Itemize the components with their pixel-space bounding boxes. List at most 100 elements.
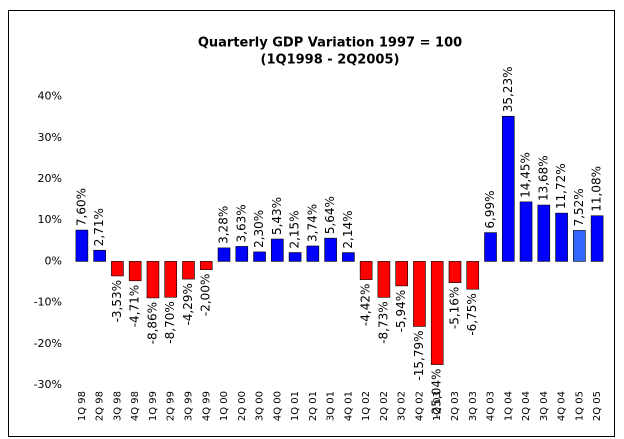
x-tick-label: 4Q 00	[272, 391, 283, 421]
x-tick-label: 1Q 00	[219, 391, 230, 421]
value-label: -25,04%	[430, 369, 444, 419]
bar	[288, 252, 302, 262]
x-tick-label: 2Q 02	[379, 391, 390, 421]
bar	[235, 246, 249, 262]
value-label: 3,28%	[217, 206, 231, 244]
x-tick-label: 2Q 03	[450, 391, 461, 421]
x-tick-label: 2Q 05	[592, 391, 603, 421]
value-label: 2,14%	[341, 210, 355, 248]
x-tick-label: 4Q 03	[486, 391, 497, 421]
value-label: 2,71%	[92, 208, 106, 246]
y-tick-label: -10%	[34, 296, 62, 309]
bar	[164, 261, 178, 298]
bar	[430, 261, 444, 365]
value-label: 6,99%	[483, 190, 497, 228]
bar	[182, 261, 195, 280]
x-tick-label: 3Q 01	[326, 391, 337, 421]
value-label: 5,43%	[270, 197, 284, 235]
y-tick-label: 0%	[45, 254, 62, 267]
value-label: 5,64%	[323, 196, 337, 234]
bar	[519, 201, 533, 262]
x-tick-label: 4Q 02	[414, 391, 425, 421]
value-label: 35,23%	[501, 66, 515, 112]
value-label: 14,45%	[519, 152, 533, 198]
bar	[448, 261, 462, 283]
x-tick-label: 4Q 98	[130, 391, 141, 421]
bar	[146, 261, 160, 299]
bar	[501, 115, 515, 262]
value-label: 11,72%	[554, 163, 568, 209]
x-tick-label: 4Q 04	[557, 391, 568, 421]
x-tick-label: 3Q 99	[183, 391, 194, 421]
x-tick-label: 4Q 01	[343, 391, 354, 421]
bar	[555, 212, 568, 262]
y-tick-label: 10%	[38, 213, 62, 226]
bar	[573, 230, 586, 262]
y-tick-label: -20%	[34, 337, 62, 350]
bar	[93, 249, 106, 262]
bar	[217, 247, 231, 262]
bar	[413, 261, 426, 327]
value-label: -4,71%	[128, 285, 142, 327]
x-tick-label: 2Q 01	[308, 391, 319, 421]
value-label: -4,29%	[181, 283, 195, 325]
x-tick-label: 2Q 00	[237, 391, 248, 421]
x-tick-label: 1Q 02	[361, 391, 372, 421]
bar	[75, 229, 89, 262]
value-label: -8,73%	[376, 301, 390, 343]
x-tick-label: 2Q 99	[166, 391, 177, 421]
bar	[111, 261, 124, 277]
value-label: 7,60%	[74, 188, 88, 226]
y-tick-label: -30%	[34, 378, 62, 391]
value-label: -4,42%	[359, 284, 373, 326]
value-label: -8,70%	[163, 301, 177, 343]
value-label: -15,79%	[412, 330, 426, 380]
value-label: -5,94%	[394, 290, 408, 332]
value-label: 13,68%	[536, 155, 550, 201]
value-label: -2,00%	[199, 274, 213, 316]
value-label: 2,15%	[288, 210, 302, 248]
bar	[253, 251, 266, 262]
bar	[466, 261, 480, 290]
x-tick-label: 3Q 04	[539, 391, 550, 421]
x-tick-label: 3Q 02	[397, 391, 408, 421]
bar	[199, 261, 213, 270]
bar	[484, 232, 497, 262]
x-tick-label: 1Q 05	[574, 391, 585, 421]
value-label: 3,74%	[305, 204, 319, 242]
chart-subtitle: (1Q1998 - 2Q2005)	[261, 53, 400, 68]
x-tick-label: 3Q 00	[255, 391, 266, 421]
bar	[271, 238, 284, 262]
value-label: -3,53%	[110, 280, 124, 322]
bar	[377, 261, 391, 298]
chart-title: Quarterly GDP Variation 1997 = 100	[198, 36, 462, 51]
x-tick-label: 1Q 04	[503, 391, 514, 421]
bar	[537, 204, 551, 262]
x-tick-label: 1Q 98	[77, 391, 88, 421]
x-tick-label: 2Q 98	[95, 391, 106, 421]
bar	[359, 261, 373, 280]
x-tick-label: 4Q 99	[201, 391, 212, 421]
y-tick-label: 30%	[38, 131, 62, 144]
bar	[395, 261, 408, 287]
x-tick-label: 3Q 03	[468, 391, 479, 421]
x-tick-label: 3Q 98	[112, 391, 123, 421]
value-label: 2,30%	[252, 210, 266, 248]
value-label: -5,16%	[447, 287, 461, 329]
bar	[590, 215, 604, 262]
y-tick-label: 20%	[38, 172, 62, 185]
x-tick-label: 1Q 03	[432, 391, 443, 421]
bar	[324, 237, 337, 262]
bar	[306, 245, 320, 262]
value-label: -8,86%	[145, 302, 159, 344]
value-label: 7,52%	[572, 188, 586, 226]
x-tick-label: 1Q 99	[148, 391, 159, 421]
x-tick-label: 2Q 04	[521, 391, 532, 421]
value-label: 11,08%	[590, 166, 604, 212]
y-tick-label: 40%	[38, 90, 62, 103]
bar	[128, 261, 142, 282]
value-label: 3,63%	[234, 204, 248, 242]
bar	[342, 252, 355, 262]
value-label: -6,75%	[465, 293, 479, 335]
